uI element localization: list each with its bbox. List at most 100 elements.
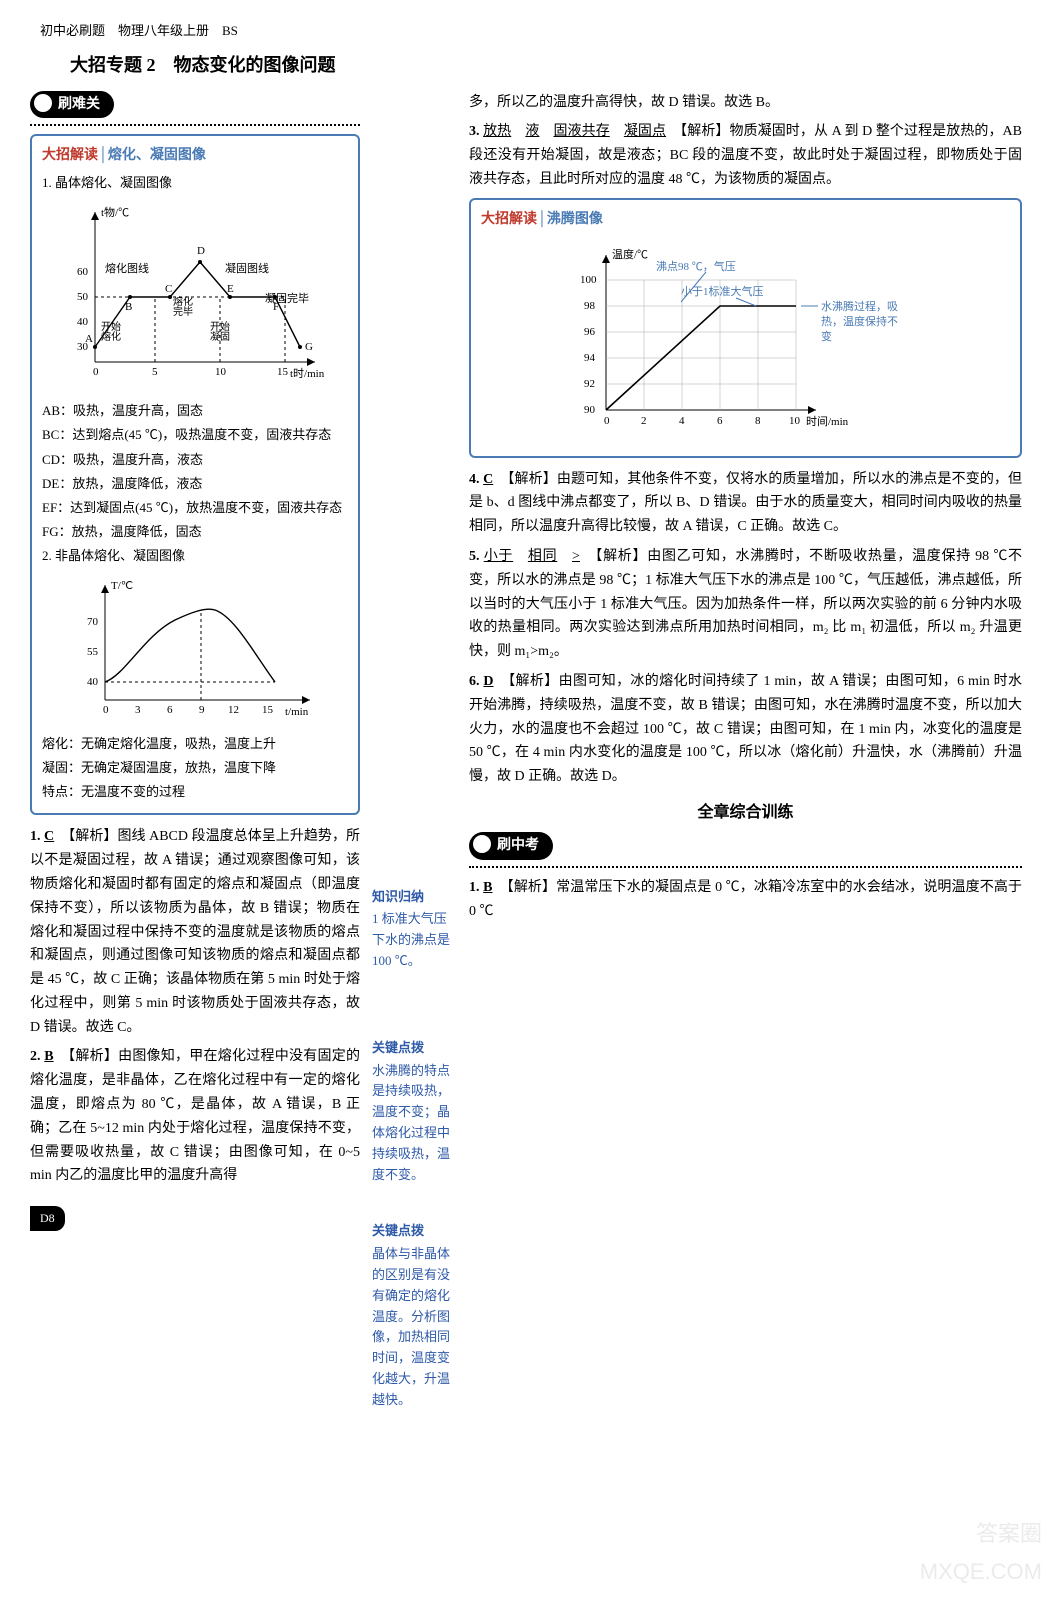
- svg-text:40: 40: [77, 316, 89, 328]
- svg-text:6: 6: [167, 704, 173, 716]
- watermark: 答案圈 MXQE.COM: [920, 1515, 1042, 1590]
- svg-text:100: 100: [580, 274, 597, 286]
- svg-text:50: 50: [77, 291, 89, 303]
- q2-text: 由图像知，甲在熔化过程中没有固定的熔化温度，是非晶体，乙在熔化过程中有一定的熔化…: [30, 1049, 360, 1183]
- svg-text:55: 55: [87, 646, 99, 658]
- q1-text: 图线 ABCD 段温度总体呈上升趋势，所以不是凝固过程，故 A 错误；通过观察图…: [30, 829, 360, 1034]
- chapter-title: 全章综合训练: [469, 799, 1022, 826]
- svg-text:热，温度保持不: 热，温度保持不: [821, 314, 898, 328]
- svg-text:10: 10: [215, 366, 227, 378]
- box1-title-prefix: 大招解读: [42, 148, 98, 163]
- q2-num: 2.: [30, 1049, 41, 1064]
- q4-label: 【解析】: [507, 472, 556, 487]
- q3-a1: 液: [525, 124, 539, 139]
- svg-text:2: 2: [641, 415, 647, 427]
- svg-text:5: 5: [152, 366, 158, 378]
- box2-title: 大招解读│沸腾图像: [481, 208, 1010, 232]
- b1-l1: BC：达到熔点(45 ℃)，吸热温度不变，固液共存态: [42, 424, 348, 446]
- svg-text:时间/min: 时间/min: [806, 415, 849, 428]
- svg-text:6: 6: [717, 415, 723, 427]
- svg-text:凝固完毕: 凝固完毕: [265, 291, 309, 305]
- box2-title-prefix: 大招解读: [481, 212, 537, 227]
- wm1: 答案圈: [920, 1515, 1042, 1552]
- q3-num: 3.: [469, 124, 480, 139]
- note2-body: 水沸腾的特点是持续吸热，温度不变；晶体熔化过程中持续吸热，温度不变。: [372, 1061, 457, 1186]
- question-6: 6. D 【解析】由图可知，冰的熔化时间持续了 1 min，故 A 错误；由图可…: [469, 670, 1022, 789]
- eq1-label: 【解析】: [507, 880, 556, 895]
- svg-text:G: G: [305, 341, 313, 353]
- note1-head: 知识归纳: [372, 887, 457, 908]
- svg-text:完毕: 完毕: [173, 305, 193, 318]
- svg-text:凝固图线: 凝固图线: [225, 261, 269, 275]
- svg-text:t/min: t/min: [285, 706, 309, 718]
- svg-text:4: 4: [679, 415, 685, 427]
- q3-label: 【解析】: [680, 124, 729, 139]
- svg-text:0: 0: [93, 366, 99, 378]
- q5-a0: 小于: [484, 549, 513, 564]
- svg-text:熔化: 熔化: [101, 330, 121, 343]
- svg-text:温度/℃: 温度/℃: [612, 247, 648, 261]
- svg-text:3: 3: [135, 704, 141, 716]
- svg-text:D: D: [197, 245, 205, 257]
- explainer-box-boiling: 大招解读│沸腾图像 温度/℃ 时间/min: [469, 198, 1022, 458]
- exam-q1: 1. B 【解析】常温常压下水的凝固点是 0 ℃，冰箱冷冻室中的水会结冰，说明温…: [469, 876, 1022, 924]
- svg-text:C: C: [165, 283, 172, 295]
- svg-text:15: 15: [277, 366, 289, 378]
- question-4: 4. C 【解析】由题可知，其他条件不变，仅将水的质量增加，所以水的沸点是不变的…: [469, 468, 1022, 539]
- q3-a3: 凝固点: [624, 124, 666, 139]
- q5-label: 【解析】: [595, 549, 647, 564]
- q2-ans: B: [44, 1049, 53, 1064]
- svg-text:40: 40: [87, 676, 99, 688]
- svg-text:98: 98: [584, 300, 596, 312]
- q2-label: 【解析】: [68, 1049, 118, 1064]
- q1-label: 【解析】: [68, 829, 117, 844]
- svg-text:E: E: [227, 283, 234, 295]
- margin-notes: 知识归纳 1 标准大气压下水的沸点是 100 ℃。 关键点拨 水沸腾的特点是持续…: [372, 91, 457, 1411]
- page-header: 初中必刷题 物理八年级上册 BS: [30, 20, 1022, 42]
- svg-text:凝固: 凝固: [210, 331, 230, 343]
- note3-head: 关键点拨: [372, 1221, 457, 1242]
- q5-a2: >: [572, 549, 580, 564]
- b1-l5: FG：放热，温度降低，固态: [42, 521, 348, 543]
- badge-exam: 刷中考: [469, 832, 553, 860]
- box1-sub1: 1. 晶体熔化、凝固图像: [42, 172, 348, 194]
- q6-num: 6.: [469, 674, 480, 689]
- svg-text:水沸腾过程，吸: 水沸腾过程，吸: [821, 299, 898, 313]
- svg-text:小于1标准大气压: 小于1标准大气压: [681, 284, 764, 298]
- svg-text:0: 0: [604, 415, 610, 427]
- eq1-num: 1.: [469, 880, 480, 895]
- chart-boiling: 温度/℃ 时间/min: [556, 240, 936, 440]
- note2-head: 关键点拨: [372, 1038, 457, 1059]
- svg-text:15: 15: [262, 704, 274, 716]
- badge-hard: 刷难关: [30, 91, 114, 119]
- q3-text: 物质凝固时，从 A 到 D 整个过程是放热的，AB 段还没有开始凝固，故是液态；…: [469, 124, 1022, 187]
- svg-text:8: 8: [755, 415, 761, 427]
- note3-body: 晶体与非晶体的区别是有没有确定的熔化温度。分析图像，加热相同时间，温度变化越大，…: [372, 1244, 457, 1410]
- b1-t1: 凝固：无确定凝固温度，放热，温度下降: [42, 757, 348, 779]
- b1-t2: 特点：无温度不变的过程: [42, 781, 348, 803]
- q5-a1: 相同: [528, 549, 557, 564]
- q6-text: 由图可知，冰的熔化时间持续了 1 min，故 A 错误；由图可知，6 min 时…: [469, 674, 1022, 784]
- q5-text: 由图乙可知，水沸腾时，不断吸收热量，温度保持 98 ℃不变，所以水的沸点是 98…: [469, 549, 1022, 659]
- note1-body: 1 标准大气压下水的沸点是 100 ℃。: [372, 909, 457, 971]
- box2-title-rest: 沸腾图像: [547, 212, 603, 227]
- q3-a2: 固液共存: [553, 124, 609, 139]
- q1-ans: C: [44, 829, 54, 844]
- question-2: 2. B 【解析】由图像知，甲在熔化过程中没有固定的熔化温度，是非晶体，乙在熔化…: [30, 1045, 360, 1188]
- eq1-ans: B: [483, 880, 492, 895]
- q2-cont: 多，所以乙的温度升高得快，故 D 错误。故选 B。: [469, 91, 1022, 115]
- svg-text:熔化图线: 熔化图线: [105, 261, 149, 275]
- svg-text:70: 70: [87, 616, 99, 628]
- chart-crystal: t物/℃ t时/min 30 40 50 60 0 5 10 15: [55, 202, 335, 392]
- q4-num: 4.: [469, 472, 480, 487]
- q5-num: 5.: [469, 549, 480, 564]
- explainer-box-melting: 大招解读│熔化、凝固图像 1. 晶体熔化、凝固图像 t物/℃ t时/min 30…: [30, 134, 360, 815]
- box1-title: 大招解读│熔化、凝固图像: [42, 144, 348, 168]
- q6-label: 【解析】: [508, 674, 558, 689]
- svg-text:12: 12: [228, 704, 239, 716]
- svg-text:94: 94: [584, 352, 596, 364]
- svg-text:0: 0: [103, 704, 109, 716]
- question-5: 5. 小于 相同 > 【解析】由图乙可知，水沸腾时，不断吸收热量，温度保持 98…: [469, 545, 1022, 664]
- topic-title: 大招专题 2 物态变化的图像问题: [30, 50, 1022, 81]
- svg-text:T/℃: T/℃: [111, 580, 133, 592]
